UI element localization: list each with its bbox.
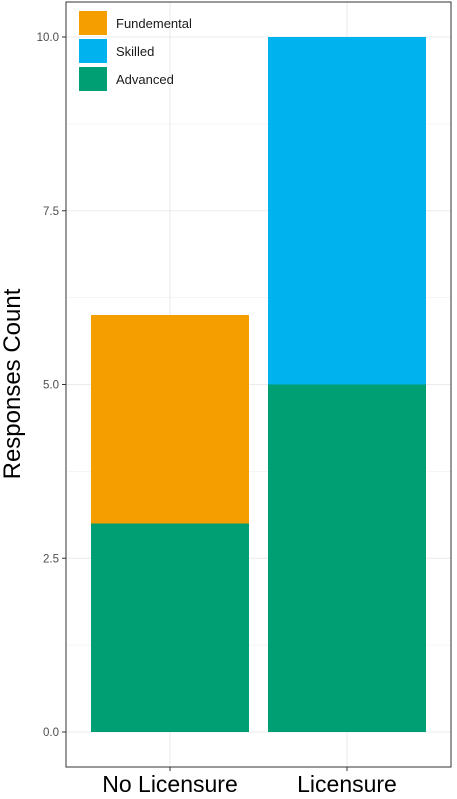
bar-segment-fundemental — [91, 315, 249, 524]
y-axis: 0.0 2.5 5.0 7.5 10.0 — [37, 32, 66, 739]
legend-label: Fundemental — [116, 16, 192, 31]
legend-key-skilled — [79, 39, 107, 63]
y-axis-label: Responses Count — [0, 288, 26, 479]
x-category-label: No Licensure — [102, 771, 238, 797]
bars — [91, 37, 426, 732]
legend-label: Skilled — [116, 44, 154, 59]
legend: Fundemental Skilled Advanced — [79, 11, 192, 91]
legend-label: Advanced — [116, 72, 174, 87]
legend-key-fundemental — [79, 11, 107, 35]
y-tick-label: 0.0 — [43, 727, 59, 739]
y-tick-label: 5.0 — [43, 380, 59, 392]
y-tick-label: 7.5 — [43, 206, 59, 218]
y-tick-label: 2.5 — [43, 553, 59, 565]
bar-segment-skilled — [268, 37, 426, 385]
bar-segment-advanced — [268, 384, 426, 732]
y-tick-label: 10.0 — [37, 32, 59, 44]
legend-key-advanced — [79, 67, 107, 91]
x-category-label: Licensure — [297, 771, 397, 797]
x-axis: No Licensure Licensure — [102, 767, 397, 797]
bar-segment-advanced — [91, 523, 249, 732]
